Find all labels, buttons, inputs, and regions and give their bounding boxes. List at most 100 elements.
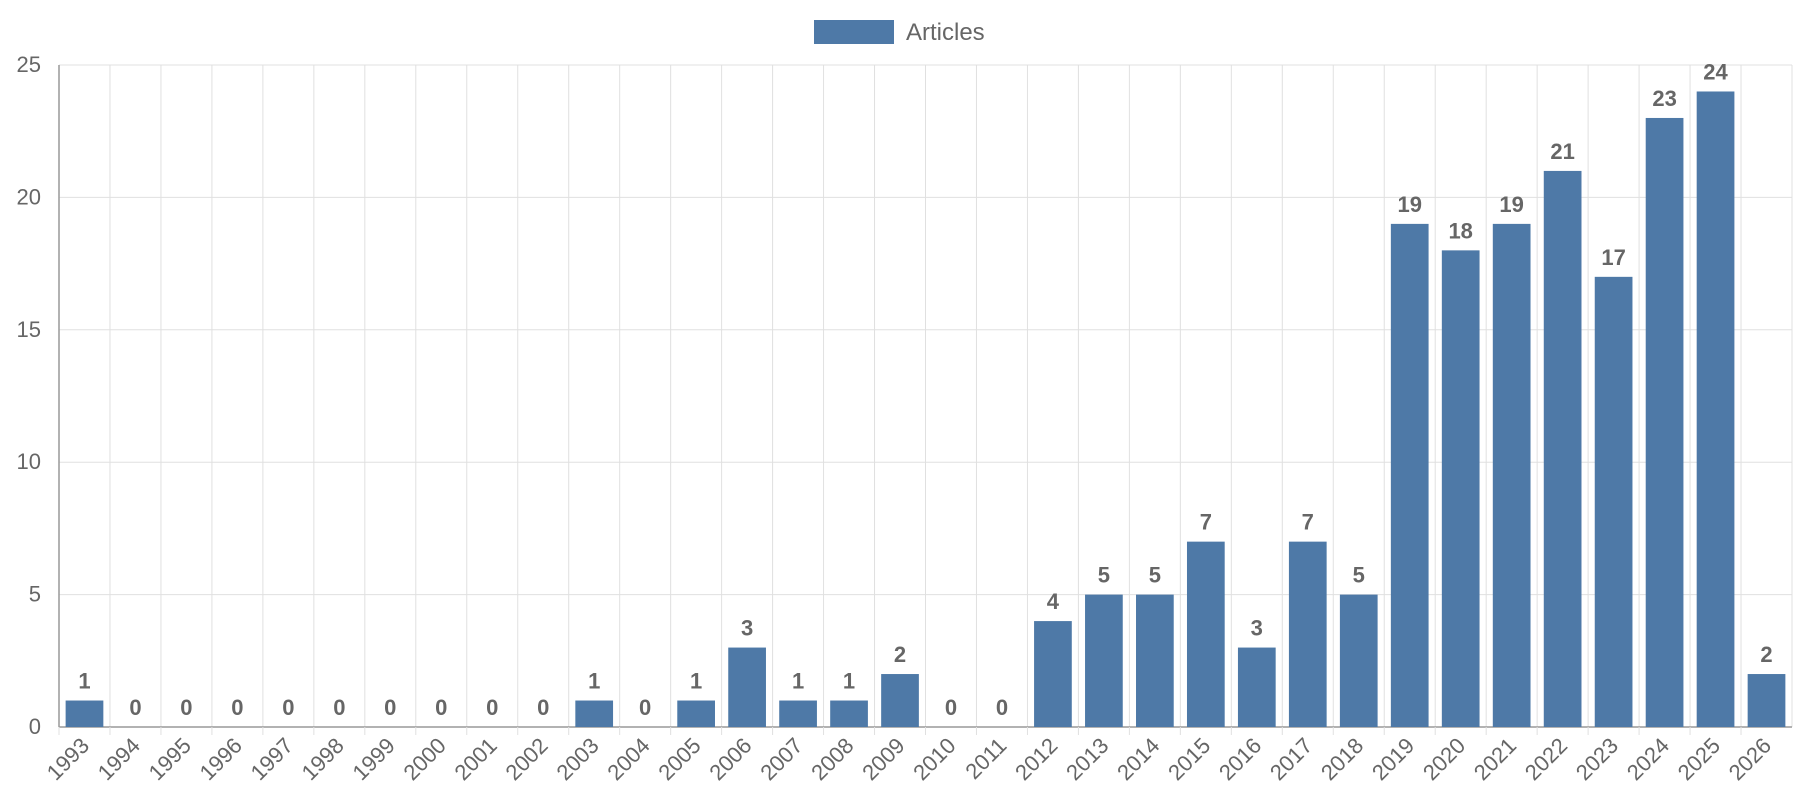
x-tick-label-1997: 1997 xyxy=(246,733,298,785)
data-label-2001: 0 xyxy=(486,695,498,720)
bar-2018 xyxy=(1339,594,1378,727)
x-tick-label-1994: 1994 xyxy=(93,733,145,785)
bar-2005 xyxy=(677,700,715,727)
x-tick-label-2001: 2001 xyxy=(449,733,501,785)
bar-2021 xyxy=(1492,223,1531,727)
data-label-2020: 18 xyxy=(1448,218,1472,243)
x-tick-label-2022: 2022 xyxy=(1520,733,1572,785)
data-label-2018: 5 xyxy=(1353,563,1365,588)
bar-2013 xyxy=(1085,594,1123,727)
data-label-1996: 0 xyxy=(231,695,243,720)
bar-1993 xyxy=(65,700,104,727)
data-label-2010: 0 xyxy=(945,695,957,720)
bar-2006 xyxy=(728,647,766,727)
legend-swatch xyxy=(814,20,894,44)
x-tick-label-1996: 1996 xyxy=(195,733,247,785)
data-label-2005: 1 xyxy=(690,669,702,694)
x-tick-label-2019: 2019 xyxy=(1367,733,1419,785)
data-label-2021: 19 xyxy=(1499,192,1523,217)
x-tick-label-2006: 2006 xyxy=(704,733,756,785)
bar-2008 xyxy=(830,700,868,727)
y-tick-label: 5 xyxy=(29,582,41,607)
data-label-2025: 24 xyxy=(1703,59,1728,84)
x-tick-label-2010: 2010 xyxy=(908,733,960,785)
bar-2025 xyxy=(1696,91,1735,728)
bar-2026 xyxy=(1747,674,1786,727)
data-label-2006: 3 xyxy=(741,616,753,641)
y-tick-label: 10 xyxy=(17,449,41,474)
x-tick-label-2000: 2000 xyxy=(399,733,451,785)
x-tick-label-2002: 2002 xyxy=(500,733,552,785)
x-tick-label-2016: 2016 xyxy=(1214,733,1266,785)
data-label-2009: 2 xyxy=(894,642,906,667)
x-tick-label-1999: 1999 xyxy=(348,733,400,785)
bar-2014 xyxy=(1136,594,1174,727)
data-label-2015: 7 xyxy=(1200,510,1212,535)
x-tick-label-1993: 1993 xyxy=(42,733,94,785)
bars xyxy=(65,91,1786,728)
x-tick-label-2012: 2012 xyxy=(1010,733,1062,785)
y-tick-label: 20 xyxy=(17,184,41,209)
x-tick-label-2025: 2025 xyxy=(1673,733,1725,785)
x-tick-label-2026: 2026 xyxy=(1724,733,1776,785)
data-label-2014: 5 xyxy=(1149,563,1161,588)
x-tick-label-2014: 2014 xyxy=(1112,733,1164,785)
bar-2003 xyxy=(575,700,614,727)
data-label-2019: 19 xyxy=(1397,192,1421,217)
data-label-2024: 23 xyxy=(1652,86,1676,111)
data-label-2007: 1 xyxy=(792,669,804,694)
data-label-2012: 4 xyxy=(1047,589,1060,614)
legend: Articles xyxy=(814,19,985,46)
y-axis-ticks: 0 5 10 15 20 25 xyxy=(17,52,41,739)
x-tick-label-2021: 2021 xyxy=(1469,733,1521,785)
bar-2024 xyxy=(1645,117,1684,727)
data-label-2000: 0 xyxy=(435,695,447,720)
x-tick-label-2004: 2004 xyxy=(602,733,654,785)
data-label-2003: 1 xyxy=(588,669,600,694)
data-label-1997: 0 xyxy=(282,695,294,720)
bar-2007 xyxy=(779,700,817,727)
data-label-2016: 3 xyxy=(1251,616,1263,641)
data-labels: 1 0 0 0 0 0 0 0 0 0 1 0 1 3 1 1 2 0 0 4 5 5 7 3 7 5 19 18 19 21 17 23 24… xyxy=(78,59,1772,720)
data-label-2008: 1 xyxy=(843,669,855,694)
x-tick-label-2024: 2024 xyxy=(1622,733,1674,785)
x-tick-label-2015: 2015 xyxy=(1163,733,1215,785)
bar-2015 xyxy=(1186,541,1225,727)
x-tick-label-2008: 2008 xyxy=(806,733,858,785)
data-label-2011: 0 xyxy=(996,695,1008,720)
x-tick-label-1998: 1998 xyxy=(297,733,349,785)
data-label-2023: 17 xyxy=(1601,245,1625,270)
legend-label-articles: Articles xyxy=(906,19,985,46)
y-tick-label: 15 xyxy=(17,317,41,342)
x-tick-label-2023: 2023 xyxy=(1571,733,1623,785)
x-tick-label-2018: 2018 xyxy=(1316,733,1368,785)
bar-2012 xyxy=(1034,621,1072,727)
data-label-2002: 0 xyxy=(537,695,549,720)
data-label-1995: 0 xyxy=(180,695,192,720)
x-tick-label-2007: 2007 xyxy=(755,733,807,785)
bar-2017 xyxy=(1288,541,1327,727)
x-axis-ticks: 1993199419951996199719981999200020012002… xyxy=(42,727,1776,785)
x-tick-label-1995: 1995 xyxy=(144,733,196,785)
data-label-1998: 0 xyxy=(333,695,345,720)
data-label-2013: 5 xyxy=(1098,563,1110,588)
data-label-1999: 0 xyxy=(384,695,396,720)
bar-2009 xyxy=(881,674,919,727)
data-label-2022: 21 xyxy=(1550,139,1574,164)
bar-2019 xyxy=(1390,223,1429,727)
x-tick-label-2005: 2005 xyxy=(653,733,705,785)
bar-2022 xyxy=(1543,170,1582,728)
x-tick-label-2013: 2013 xyxy=(1061,733,1113,785)
y-tick-label: 25 xyxy=(17,52,41,77)
data-label-1994: 0 xyxy=(129,695,141,720)
bar-2020 xyxy=(1441,250,1480,728)
bar-2016 xyxy=(1237,647,1276,727)
y-tick-label: 0 xyxy=(29,714,41,739)
x-tick-label-2017: 2017 xyxy=(1265,733,1317,785)
x-tick-label-2009: 2009 xyxy=(857,733,909,785)
data-label-2004: 0 xyxy=(639,695,651,720)
gridlines xyxy=(58,64,1793,728)
x-tick-label-2003: 2003 xyxy=(551,733,603,785)
